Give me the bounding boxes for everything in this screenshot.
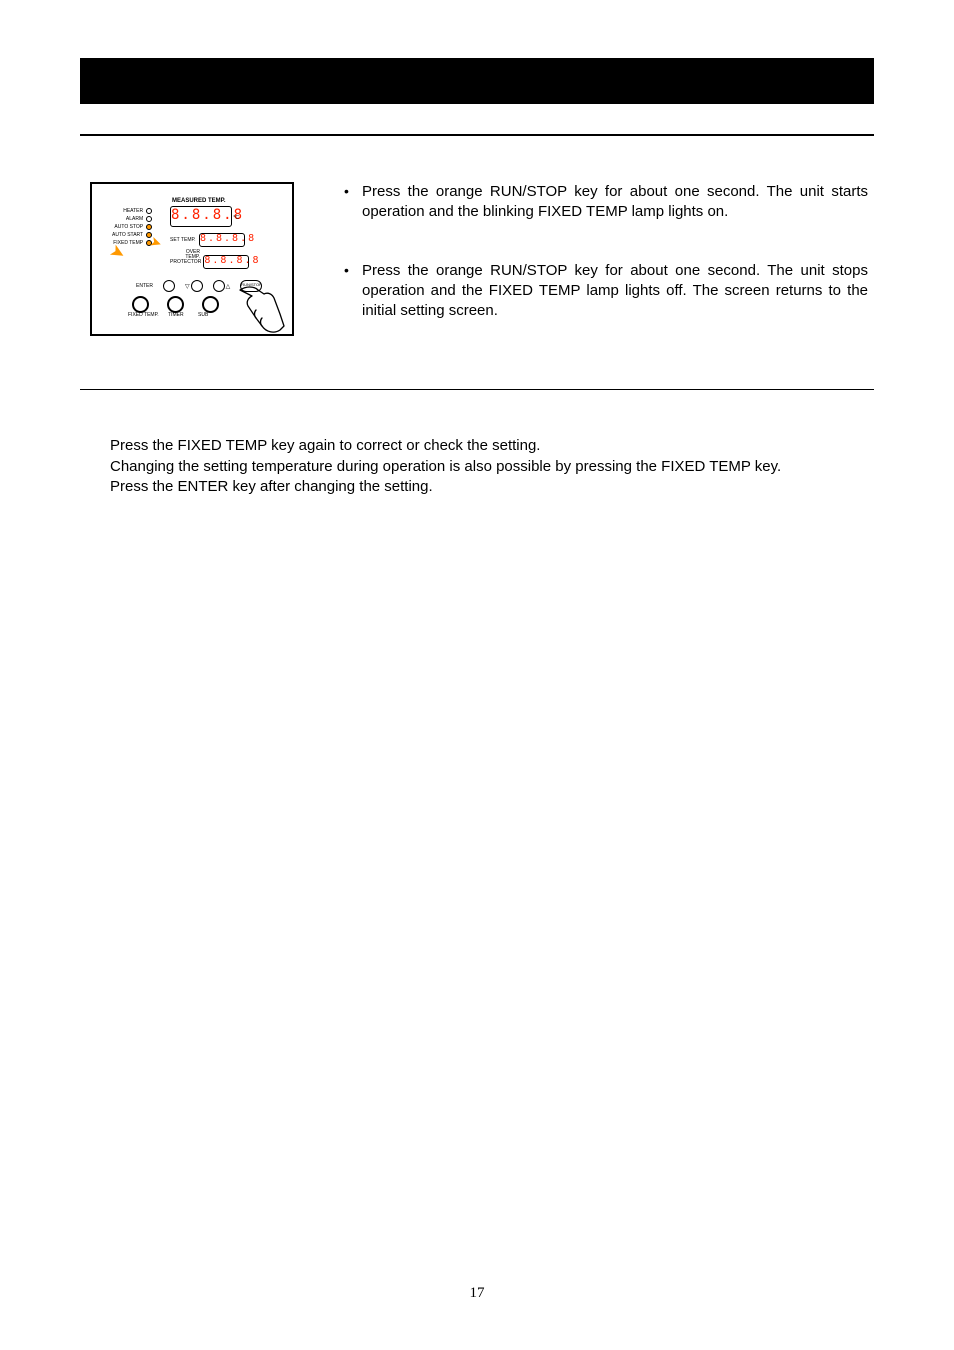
bullet-item: Press the orange RUN/STOP key for about … — [340, 261, 868, 322]
fixed-temp-button — [132, 296, 149, 313]
enter-label: ENTER — [136, 283, 153, 289]
indicator-auto-start: AUTO START — [112, 232, 152, 238]
indicator-heater: HEATER — [112, 208, 152, 214]
measured-temp-display: 8.8.8.8 — [170, 206, 232, 227]
control-panel-diagram: MEASURED TEMP. HEATER ALARM AUTO STOP AU… — [90, 182, 294, 336]
content-row: MEASURED TEMP. HEATER ALARM AUTO STOP AU… — [80, 182, 874, 359]
panel-title: MEASURED TEMP. — [172, 198, 226, 204]
over-temp-display: 8.8.8.8 — [203, 255, 249, 269]
over-temp-label: OVER TEMP. PROTECTOR — [170, 250, 200, 265]
enter-button — [163, 280, 175, 292]
sub-button — [202, 296, 219, 313]
fixed-temp-btn-label: FIXED TEMP. — [128, 312, 159, 318]
button-row-2 — [132, 296, 219, 313]
sub-btn-label: SUB — [198, 312, 208, 318]
divider-top — [80, 134, 874, 136]
timer-button — [167, 296, 184, 313]
bottom-line: Press the ENTER key after changing the s… — [110, 477, 874, 497]
divider-mid — [80, 389, 874, 390]
set-temp-label: SET TEMP. — [170, 237, 196, 243]
pointing-hand-icon — [234, 284, 294, 342]
page: MEASURED TEMP. HEATER ALARM AUTO STOP AU… — [0, 0, 954, 1350]
display-stack: 8.8.8.8 °C SET TEMP. 8.8.8.8 OVER TEMP. … — [170, 206, 249, 269]
timer-btn-label: TIMER — [168, 312, 184, 318]
bullet-item: Press the orange RUN/STOP key for about … — [340, 182, 868, 223]
bottom-text-block: Press the FIXED TEMP key again to correc… — [80, 436, 874, 497]
bottom-line: Changing the setting temperature during … — [110, 457, 874, 477]
bottom-line: Press the FIXED TEMP key again to correc… — [110, 436, 874, 456]
indicator-auto-stop: AUTO STOP — [112, 224, 152, 230]
panel-wrap: MEASURED TEMP. HEATER ALARM AUTO STOP AU… — [80, 182, 294, 359]
bullet-text: Press the orange RUN/STOP key for about … — [340, 182, 874, 359]
down-button: ▽ — [185, 280, 203, 292]
set-temp-display: 8.8.8.8 — [199, 233, 245, 247]
up-button: △ — [213, 280, 231, 292]
header-black-bar — [80, 58, 874, 104]
page-number: 17 — [0, 1285, 954, 1302]
indicator-alarm: ALARM — [112, 216, 152, 222]
